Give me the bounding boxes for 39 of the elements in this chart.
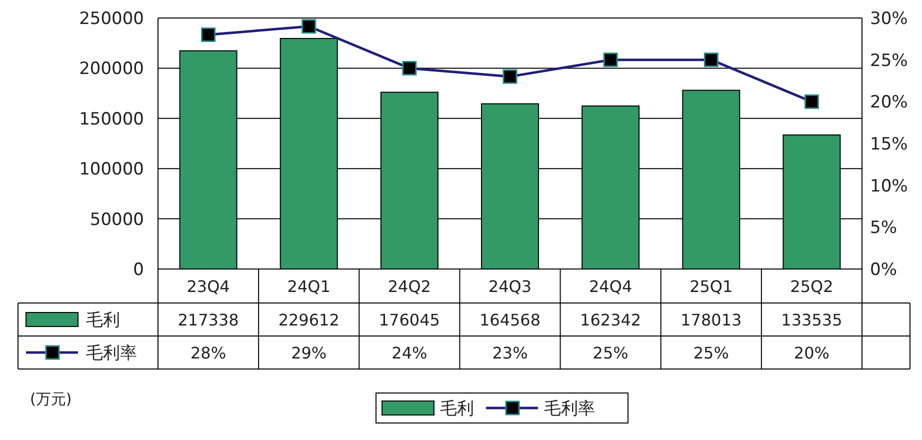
- data-label: 178013: [680, 310, 742, 330]
- y-tick-label: 100000: [79, 160, 144, 180]
- x-tick-label: 24Q2: [388, 277, 431, 296]
- y-tick-label: 0: [133, 260, 144, 280]
- data-label: 20%: [794, 344, 830, 362]
- y2-tick-label: 15%: [870, 134, 908, 154]
- y-tick-label: 150000: [79, 109, 144, 130]
- x-tick-label: 24Q4: [589, 277, 632, 296]
- legend-label: 毛利率: [86, 344, 137, 364]
- y2-tick-label: 20%: [870, 92, 908, 113]
- data-label: 23%: [492, 344, 528, 362]
- data-label: 133535: [781, 310, 842, 330]
- data-label: 29%: [291, 344, 327, 362]
- y2-tick-label: 0%: [870, 260, 897, 280]
- y-tick-label: 200000: [79, 59, 144, 80]
- data-label: 25%: [592, 344, 628, 362]
- data-label: 25%: [693, 344, 729, 362]
- text: 毛利: [440, 399, 474, 419]
- y2-tick-label: 30%: [870, 9, 908, 29]
- x-tick-label: 25Q2: [790, 277, 834, 296]
- x-tick-label: 24Q3: [488, 277, 532, 296]
- data-label: 217338: [178, 310, 239, 330]
- text: 毛利率: [544, 399, 595, 419]
- data-label: 176045: [378, 310, 440, 330]
- x-tick-label: 24Q1: [287, 277, 330, 296]
- data-label: 24%: [392, 344, 428, 362]
- y-tick-label: 250000: [79, 9, 144, 29]
- data-label: 229612: [278, 310, 340, 330]
- data-label: 162342: [580, 310, 642, 330]
- data-label: 28%: [190, 344, 226, 362]
- data-label: 164568: [479, 310, 541, 330]
- y2-tick-label: 5%: [870, 218, 897, 238]
- y2-tick-label: 25%: [870, 50, 908, 71]
- y2-tick-label: 10%: [870, 176, 908, 196]
- y-tick-label: 50000: [90, 210, 144, 230]
- text: (万元): [30, 390, 72, 408]
- legend-label: 毛利: [86, 310, 120, 330]
- x-tick-label: 25Q1: [690, 277, 733, 296]
- x-tick-label: 23Q4: [186, 277, 230, 296]
